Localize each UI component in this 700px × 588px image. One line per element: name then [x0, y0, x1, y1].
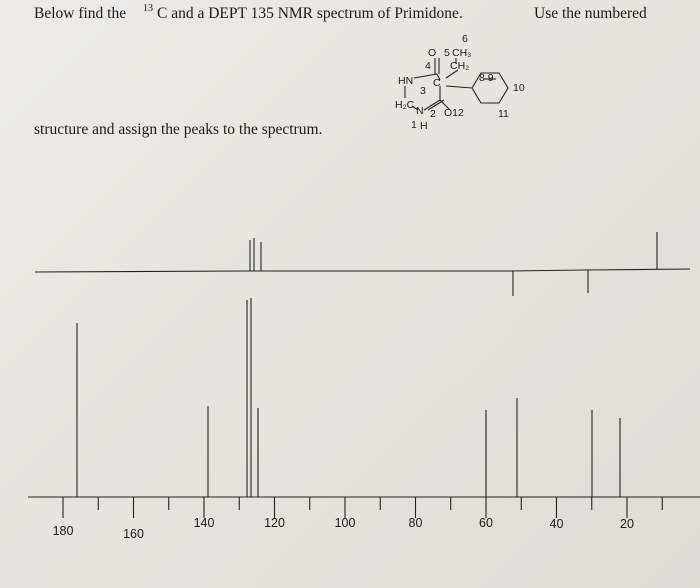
structure-label: 1: [411, 119, 417, 131]
axis-label: 120: [264, 516, 285, 530]
structure-label: O12: [444, 107, 464, 119]
axis-label: 160: [123, 527, 144, 541]
structure-label: 11: [498, 108, 509, 120]
header-text: structure and assign the peaks to the sp…: [34, 121, 322, 138]
axis-label: 140: [194, 516, 215, 530]
structure-label: H₂C: [395, 99, 415, 111]
axis-label: 80: [409, 516, 423, 530]
structure-label: HN: [398, 75, 413, 87]
structure-label: N: [416, 105, 424, 117]
structure-bonds: [404, 58, 509, 111]
structure-label: 8 9: [479, 72, 494, 84]
structure-label: O: [428, 47, 436, 59]
structure-label: C: [433, 77, 441, 89]
structure-label: 4: [425, 60, 431, 72]
axis-label: 100: [335, 516, 356, 530]
c13-spectrum: [28, 298, 700, 498]
header-text: Use the numbered: [534, 5, 647, 22]
header-text: Below find the: [34, 5, 126, 22]
structure-label: 2: [430, 108, 436, 120]
structure-label: H: [420, 120, 428, 132]
axis-label: 20: [620, 517, 634, 531]
axis-label: 60: [479, 516, 493, 530]
structure-label: CH₂: [450, 60, 469, 72]
axis-ticks: [62, 497, 663, 518]
superscript: 13: [143, 3, 153, 14]
structure-label: 3: [420, 85, 426, 97]
structure-label: 6: [462, 33, 468, 45]
axis-label: 180: [53, 524, 74, 538]
structure-label: 5: [444, 47, 450, 59]
structure-label: 10: [513, 82, 525, 94]
axis-label: 40: [550, 517, 564, 531]
dept-spectrum: [34, 232, 691, 296]
structure-label: CH₃: [452, 47, 471, 59]
header-text: C and a DEPT 135 NMR spectrum of Primido…: [157, 5, 463, 22]
